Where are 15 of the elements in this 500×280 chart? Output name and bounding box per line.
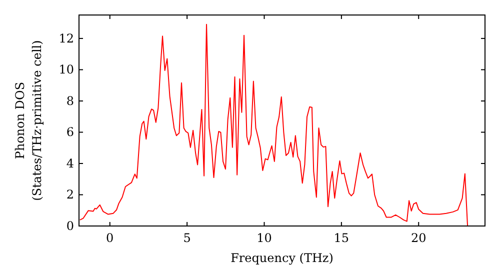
- y-tick-label: 4: [66, 156, 74, 170]
- x-tick-label: 20: [410, 231, 426, 245]
- x-tick-label: 0: [106, 231, 114, 245]
- x-tick-label: 10: [256, 231, 272, 245]
- y-tick-label: 0: [66, 219, 74, 233]
- y-tick-label: 12: [58, 31, 74, 46]
- y-tick-label: 8: [66, 94, 74, 108]
- x-tick-label: 5: [183, 231, 191, 245]
- x-tick-label: 15: [334, 231, 350, 245]
- y-axis-title: Phonon DOS (States/THz·primitive cell): [13, 40, 44, 201]
- y-tick-label: 6: [66, 125, 74, 140]
- line-series: [79, 24, 468, 226]
- y-tick-label: 2: [66, 188, 74, 202]
- y-tick-label: 10: [58, 62, 74, 77]
- x-axis-title: Frequency (THz): [230, 251, 334, 265]
